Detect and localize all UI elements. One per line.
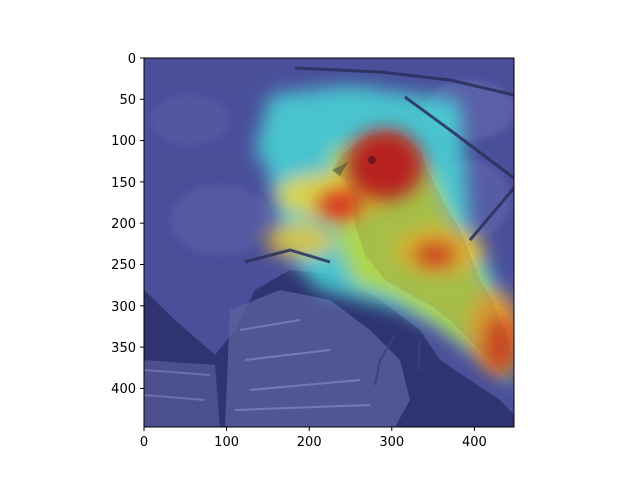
x-tick-label: 300 [379, 435, 404, 450]
x-axis: 0 100 200 300 400 [140, 427, 487, 450]
plot-frame [143, 57, 515, 428]
y-tick-label: 300 [111, 300, 136, 315]
y-tick-label: 50 [119, 93, 136, 108]
y-tick-label: 100 [111, 134, 136, 149]
twig-lines [244, 66, 514, 264]
heatmap-overlay-image [144, 58, 514, 427]
y-tick-label: 0 [128, 52, 136, 67]
y-tick-label: 250 [111, 258, 136, 273]
stump-shape [144, 270, 514, 427]
y-axis: 0 50 100 150 200 250 300 350 400 [111, 52, 144, 397]
y-tick-label: 200 [111, 217, 136, 232]
y-tick-label: 150 [111, 176, 136, 191]
y-tick-label: 350 [111, 341, 136, 356]
x-tick-label: 100 [214, 435, 239, 450]
x-tick-label: 200 [297, 435, 322, 450]
bird-shape [332, 135, 514, 385]
y-tick-label: 400 [111, 382, 136, 397]
x-tick-label: 0 [140, 435, 148, 450]
x-tick-label: 400 [462, 435, 487, 450]
